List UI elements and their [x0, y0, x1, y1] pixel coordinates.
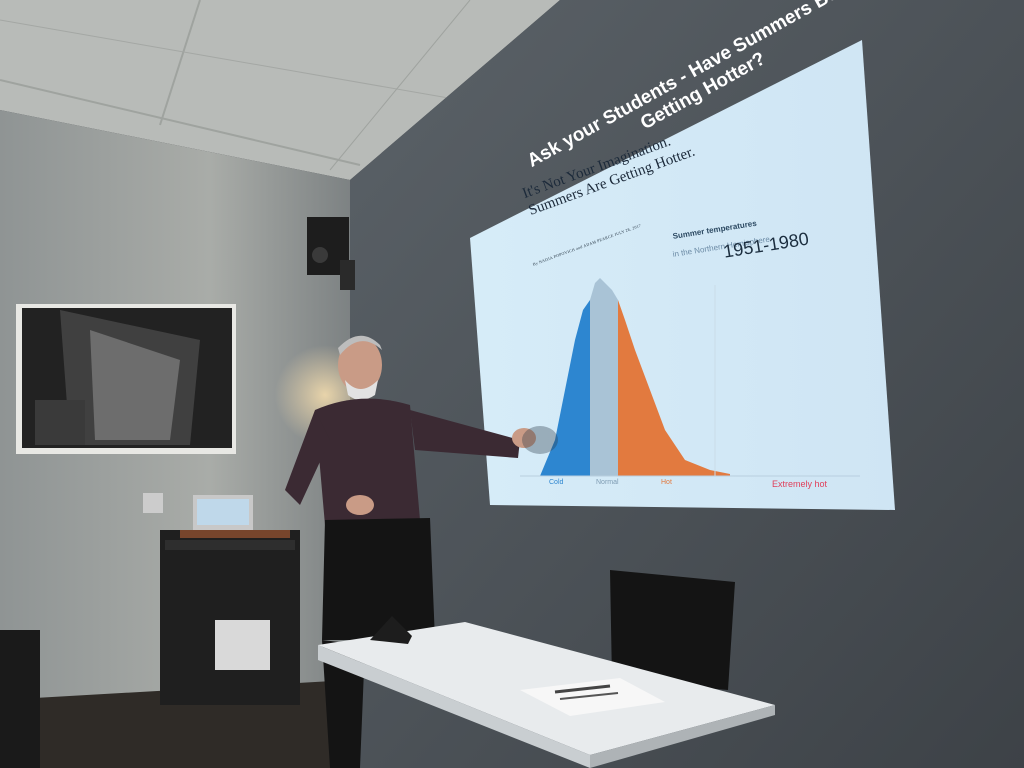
axis-label-extremely-hot: Extremely hot — [772, 479, 828, 489]
av-cart — [160, 530, 300, 705]
axis-label-normal: Normal — [596, 479, 619, 486]
axis-label-hot: Hot — [661, 479, 672, 486]
paper-sheet — [520, 678, 665, 716]
ceiling — [0, 0, 560, 180]
axis-label-cold: Cold — [549, 479, 564, 486]
hot-region — [618, 300, 730, 476]
cold-region — [540, 300, 590, 476]
temperature-distribution-chart — [520, 278, 860, 477]
office-chair — [610, 570, 735, 690]
conference-phone — [370, 616, 412, 644]
presenter — [285, 335, 536, 768]
normal-region — [590, 278, 618, 476]
